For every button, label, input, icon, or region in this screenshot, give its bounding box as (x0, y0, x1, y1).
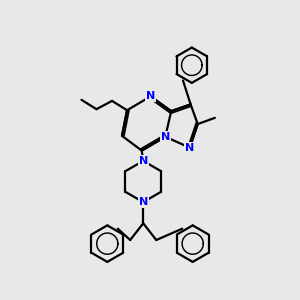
Text: N: N (146, 92, 155, 101)
Text: N: N (185, 142, 194, 153)
Text: N: N (139, 156, 148, 166)
Text: N: N (161, 132, 170, 142)
Text: N: N (139, 197, 148, 207)
